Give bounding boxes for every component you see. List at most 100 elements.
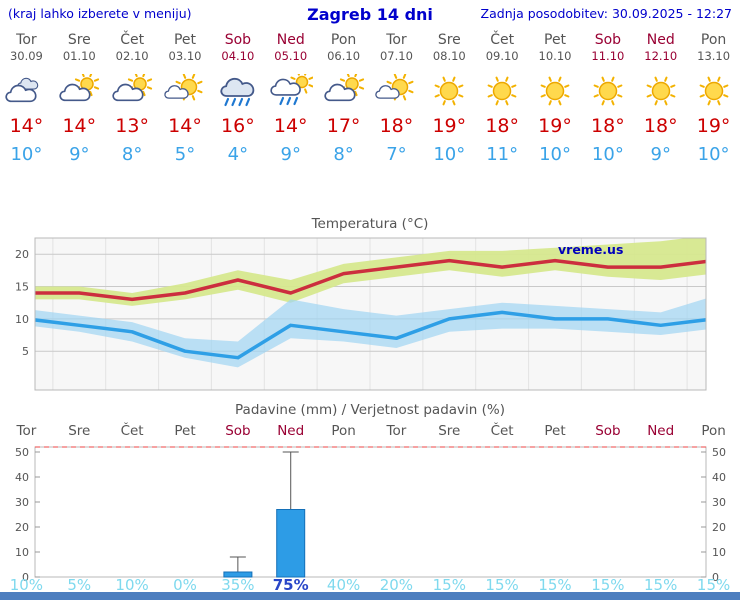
temp-min: 8° <box>333 144 354 165</box>
day-column: Ned 12.10 18° 9° <box>634 26 687 165</box>
day-column: Sre 08.10 19° 10° <box>423 26 476 165</box>
y-axis-tick-label: 0 <box>712 571 719 584</box>
temperature-chart: 5 10 15 20 vreme.us <box>15 237 707 391</box>
sunny-icon <box>427 74 471 108</box>
temp-max-line <box>35 258 706 302</box>
temp-max: 14° <box>62 115 97 137</box>
day-column: Ned 05.10 14° 9° <box>264 26 317 165</box>
y-axis-tick-label: 40 <box>712 471 726 484</box>
day-name: Pet <box>544 32 567 48</box>
sunny-icon <box>533 74 577 108</box>
precip-probability: 15% <box>591 576 624 594</box>
temp-min: 7° <box>386 144 407 165</box>
temp-max: 14° <box>9 115 44 137</box>
temp-min: 8° <box>121 144 143 165</box>
day-name: Ned <box>276 32 305 48</box>
temp-max: 18° <box>643 115 678 137</box>
y-axis-tick-label: 10 <box>15 313 29 326</box>
temp-min: 10° <box>697 144 730 165</box>
day-date: 03.10 <box>168 49 202 63</box>
precip-probability: 5% <box>67 576 91 594</box>
precip-day-label: Tor <box>16 423 37 439</box>
y-axis-tick-label: 50 <box>712 446 726 459</box>
temp-max: 13° <box>115 115 149 137</box>
day-date: 13.10 <box>697 49 731 63</box>
temperature-chart-title: Temperatura (°C) <box>311 216 429 232</box>
day-column: Pet 10.10 19° 10° <box>529 26 582 165</box>
temp-min: 10° <box>433 144 466 165</box>
day-column: Tor 07.10 18° 7° <box>370 26 423 165</box>
temp-max: 14° <box>273 115 308 137</box>
temp-min: 11° <box>486 144 519 165</box>
footer-bar <box>0 592 740 600</box>
temp-max: 18° <box>591 115 625 137</box>
precip-probability: 40% <box>327 576 360 594</box>
precip-day-label: Čet <box>491 421 514 439</box>
day-column: Pon 13.10 19° 10° <box>687 26 740 165</box>
temp-min: 5° <box>174 144 196 165</box>
temp-max: 18° <box>379 115 414 137</box>
day-date: 09.10 <box>485 49 519 63</box>
sunny-icon <box>692 74 736 108</box>
rain-icon <box>216 74 260 108</box>
day-column: Čet 02.10 13° 8° <box>106 26 159 165</box>
cloudy-icon <box>4 74 48 108</box>
temp-max: 19° <box>538 115 572 137</box>
y-axis-tick-label: 0 <box>22 571 29 584</box>
day-name: Tor <box>386 32 407 48</box>
precip-day-label: Pet <box>544 423 565 439</box>
mostly-sunny-icon <box>163 73 207 108</box>
day-name: Pon <box>330 32 357 48</box>
precip-bar <box>223 571 253 578</box>
precip-day-label: Ned <box>277 423 304 439</box>
temp-max: 17° <box>326 115 361 137</box>
precip-day-label: Sre <box>68 423 90 439</box>
day-name: Čet <box>490 32 515 48</box>
partly-cloudy-icon <box>322 71 366 108</box>
temp-min: 9° <box>69 144 90 165</box>
precip-probability: 75% <box>273 576 309 594</box>
y-axis-tick-label: 30 <box>712 496 726 509</box>
day-date: 06.10 <box>327 49 361 63</box>
day-name: Pon <box>700 32 727 48</box>
mostly-sunny-icon <box>374 73 418 108</box>
day-date: 08.10 <box>432 49 466 63</box>
day-date: 11.10 <box>591 49 625 63</box>
y-axis-tick-label: 10 <box>15 546 29 559</box>
precip-probability: 15% <box>697 576 730 594</box>
precip-day-label: Sre <box>438 423 460 439</box>
precip-probability: 15% <box>644 576 677 594</box>
day-column: Sob 11.10 18° 10° <box>581 26 634 165</box>
day-column: Čet 09.10 18° 11° <box>476 26 529 165</box>
temp-min: 9° <box>650 144 671 165</box>
day-name: Sre <box>437 32 461 48</box>
y-axis-tick-label: 20 <box>15 248 29 261</box>
temp-min: 10° <box>10 144 43 165</box>
precip-day-label: Sob <box>595 423 620 439</box>
y-axis-tick-label: 20 <box>15 521 29 534</box>
page-title: Zagreb 14 dni <box>307 5 433 24</box>
day-date: 30.09 <box>9 49 43 63</box>
precip-probability: 10% <box>10 576 43 594</box>
temp-max: 19° <box>696 115 731 137</box>
day-column: Tor 30.09 14° 10° <box>0 26 53 165</box>
day-name: Čet <box>120 32 145 48</box>
rain-sun-icon <box>269 70 314 108</box>
day-name: Sob <box>224 32 252 48</box>
sunny-icon <box>586 74 630 108</box>
precip-day-label: Tor <box>386 423 407 439</box>
day-date: 12.10 <box>644 49 678 63</box>
day-date: 01.10 <box>62 49 96 63</box>
precip-probability: 10% <box>115 576 148 594</box>
menu-note: (kraj lahko izberete v meniju) <box>8 6 192 21</box>
precip-day-label: Čet <box>121 421 144 439</box>
partly-cloudy-icon <box>110 71 154 108</box>
precip-probability: 20% <box>380 576 413 594</box>
day-column: Pon 06.10 17° 8° <box>317 26 370 165</box>
day-name: Pet <box>173 32 197 48</box>
day-column: Sob 04.10 16° 4° <box>211 26 264 165</box>
precipitation-chart: Tor Sre Čet Pet Sob Ned Pon Tor Sre Čet Pet Sob Ned P… <box>10 421 731 594</box>
temp-max: 18° <box>485 115 519 137</box>
temp-max: 16° <box>221 115 255 137</box>
